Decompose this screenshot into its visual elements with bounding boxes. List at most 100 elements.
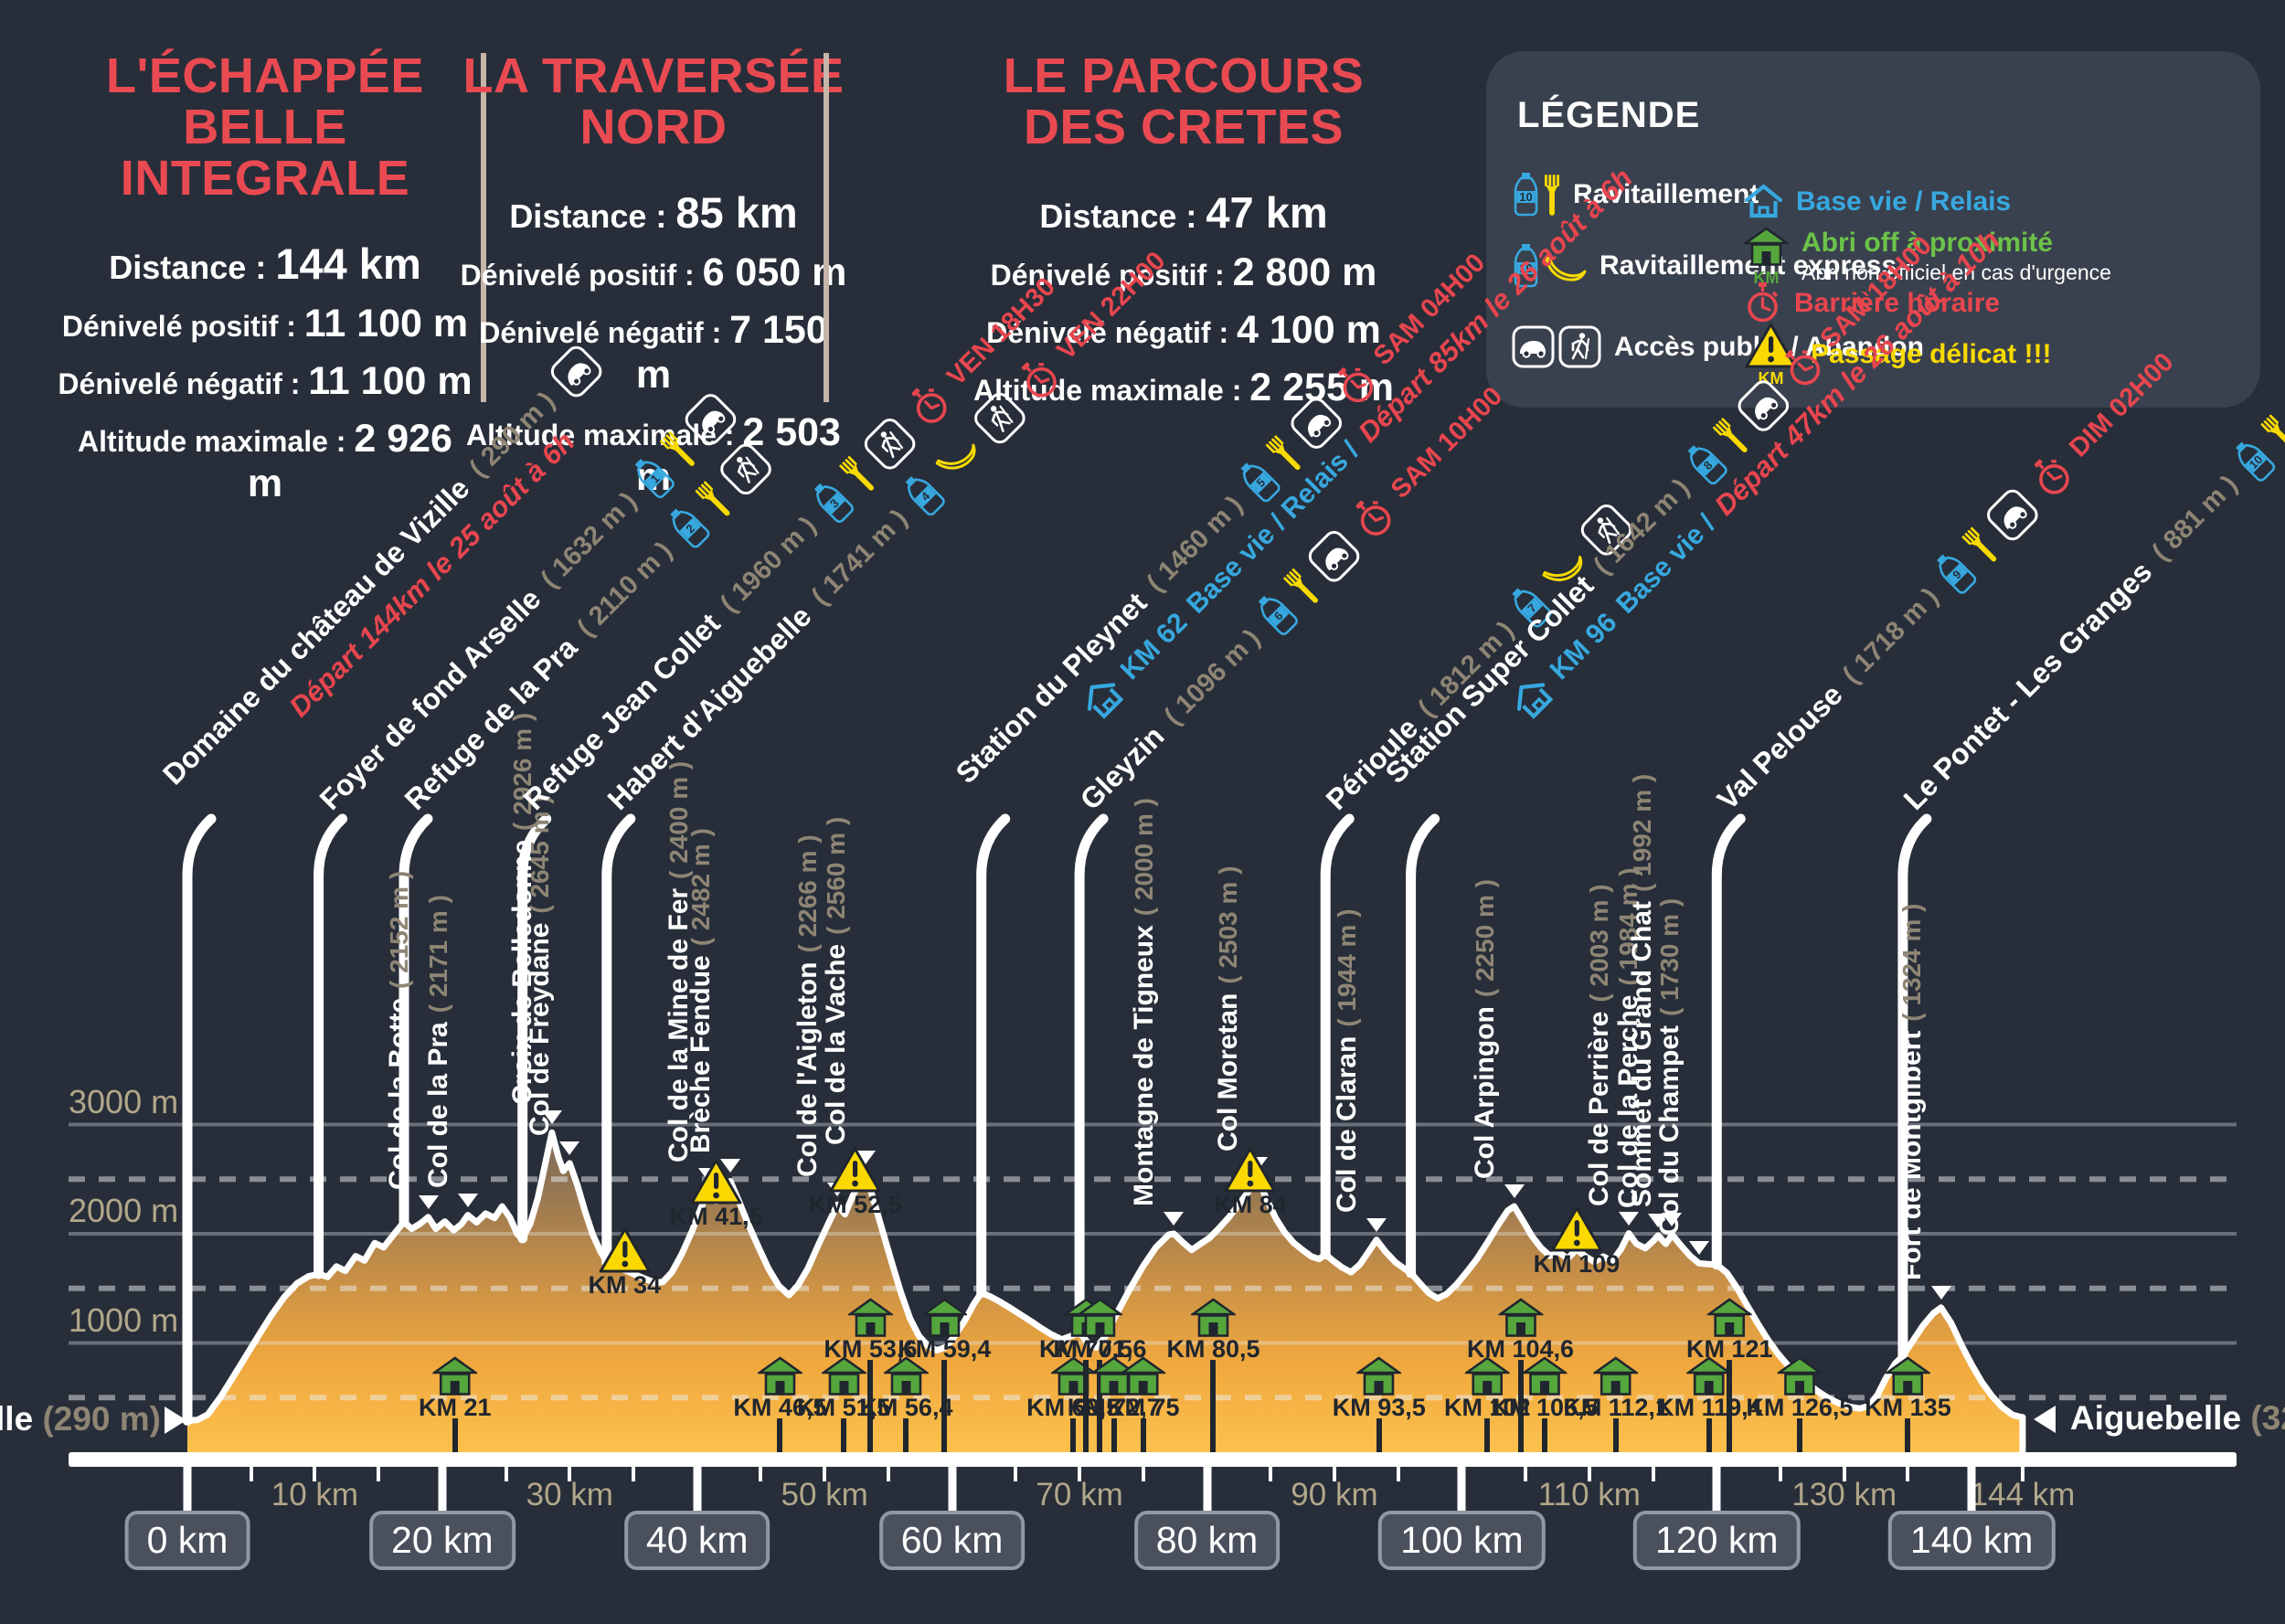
shelter-house-icon [1077, 1298, 1122, 1337]
bottle-icon: 6 [1258, 596, 1298, 636]
x-axis-tick [886, 1467, 890, 1481]
x-axis-tick [1524, 1467, 1528, 1481]
shelter-marker: KM 59,4 [898, 1298, 991, 1364]
checkpoint-label: Le Pontet - Les Granges( 881 m )10DIM 08… [1893, 229, 2285, 821]
peak-label: Montagne de Tigneux ( 2000 m ) [1129, 798, 1160, 1206]
x-axis-tick [823, 1467, 827, 1481]
shelter-km-label: KM 72,7 [1067, 1394, 1161, 1421]
fork-icon [659, 431, 695, 466]
shelter-marker: KM 104,6 [1467, 1298, 1574, 1364]
barrier-clock-icon [1748, 282, 1779, 323]
shelter-stem [903, 1418, 909, 1452]
peak-label: Col de Perrière ( 2003 m ) [1584, 884, 1615, 1206]
checkpoint-callout-line [1320, 813, 1355, 1259]
checkpoint-row: Habert d'Aiguebelle( 1741 m ) 4 VEN 22H00 [597, 241, 1176, 821]
peak-name: Fort de Montgilbert [1896, 1030, 1927, 1280]
fork-icon [1545, 175, 1559, 216]
race-title-line1: LE PARCOURS [1003, 48, 1365, 103]
shelter-km-label: KM 126,5 [1746, 1394, 1854, 1421]
base-vie-house-icon [1087, 683, 1124, 719]
checkpoint-label: Domaine du château de Vizille( 290 m ) Dé… [153, 341, 632, 821]
shelter-marker: KM 46,5 [733, 1356, 826, 1422]
peak-marker [1619, 1211, 1640, 1226]
checkpoint-row: Le Pontet - Les Granges( 881 m )10DIM 08… [1893, 229, 2285, 821]
race-altmax: Altitude maximale : 2 503 m [466, 410, 841, 499]
peak-marker [418, 1194, 439, 1209]
bottle-icon: 10 [2235, 441, 2275, 482]
end-marker-triangle [2033, 1405, 2056, 1433]
checkpoint-callout-line [1897, 813, 1932, 1362]
bottle-icon: 1 [634, 459, 675, 499]
base-vie-house-icon [1516, 683, 1553, 719]
x-axis-km-label: 50 km [781, 1477, 868, 1513]
checkpoint-label: Gleyzin( 1096 m ) 6 SAM 10H00 [1069, 377, 1514, 821]
shelter-stem [1517, 1360, 1524, 1452]
x-axis-bar [69, 1452, 2237, 1467]
car-icon [550, 345, 602, 398]
x-axis-tick [1842, 1467, 1846, 1481]
fork-icon [1712, 418, 1748, 453]
checkpoint-callout-line [976, 813, 1011, 1298]
peak-marker [1688, 1241, 1709, 1256]
shelter-house-icon [1498, 1298, 1544, 1337]
shelter-house-icon [1464, 1356, 1510, 1396]
peak-alt: ( 2003 m ) [1585, 884, 1614, 1003]
x-axis-tick [2020, 1467, 2025, 1481]
peak-alt: ( 2482 m ) [686, 828, 715, 947]
checkpoint-label: Refuge de la Pra( 2110 m ) 2 [394, 438, 777, 821]
shelter-marker: KM 119,4 [1656, 1356, 1762, 1422]
hiker-icon [1581, 504, 1632, 556]
peak-name: Col du Champet [1653, 1025, 1685, 1237]
km-badge-stem [183, 1467, 192, 1511]
shelter-house-icon [1593, 1356, 1639, 1396]
race-block-parcours-cretes: LE PARCOURS DES CRETES Distance : 47 km … [969, 50, 1398, 410]
shelter-km-label: KM 21 [419, 1394, 492, 1421]
shelter-marker: KM 126,5 [1746, 1356, 1853, 1422]
shelter-marker: KM 106,5 [1492, 1356, 1599, 1422]
peak-marker [1164, 1212, 1185, 1226]
shelter-house-icon [1744, 227, 1789, 266]
checkpoint-label: Habert d'Aiguebelle( 1741 m ) 4 VEN 22H00 [597, 241, 1176, 821]
start-label: Vizille (290 m) [0, 1400, 161, 1438]
warning-triangle-icon [1745, 323, 1797, 368]
shelter-marker: KM 135 [1865, 1356, 1951, 1422]
race-title-line2: NORD [579, 100, 728, 155]
km-badge-stem [1457, 1467, 1466, 1511]
checkpoint-callout-line [1711, 813, 1746, 1270]
peak-name: Col Arpingon [1469, 1006, 1500, 1180]
start-name: Vizille [0, 1400, 34, 1438]
checkpoint-label: Station Super Collet( 1642 m ) 8 SAM 18H00… [1375, 189, 2006, 821]
peak-marker [559, 1141, 580, 1155]
peak-label: Col Arpingon ( 2250 m ) [1470, 879, 1501, 1179]
checkpoint-label: Périoule( 1812 m ) 7 [1316, 499, 1638, 821]
bottle-icon: 10 [1514, 244, 1538, 288]
legend-item-base-vie: Base vie / Relais [1744, 185, 2011, 218]
shelter-stem [941, 1360, 948, 1452]
race-altmax: Altitude maximale : 2 926 m [78, 417, 452, 506]
peak-label: Col Moretan ( 2503 m ) [1213, 865, 1244, 1152]
race-distance: Distance : 144 km [109, 239, 421, 289]
shelter-stem [1210, 1360, 1217, 1452]
shelter-km-label: KM 112,1 [1563, 1394, 1669, 1421]
barrier-clock-icon [911, 387, 947, 423]
peak-alt: ( 1730 m ) [1654, 898, 1684, 1017]
hiker-icon [720, 443, 771, 495]
shelter-marker: KM 112,1 [1563, 1356, 1669, 1422]
hiker-icon [973, 392, 1026, 444]
warning-triangle-icon [829, 1147, 881, 1193]
elevation-outline [184, 1129, 2026, 1456]
shelter-house-icon [821, 1356, 866, 1396]
km-badge: 120 km [1633, 1511, 1801, 1570]
km-badge-stem [693, 1467, 702, 1511]
banana-icon [935, 443, 975, 470]
shelter-stem [1070, 1418, 1077, 1452]
shelter-house-icon [757, 1356, 802, 1396]
x-axis-tick [759, 1467, 763, 1481]
barrier-clock-icon [1021, 362, 1057, 398]
shelter-marker: KM 69,5 [1026, 1356, 1120, 1422]
race-title-line1: L'ÉCHAPPÉE BELLE [106, 48, 424, 155]
car-icon [1987, 490, 2038, 541]
checkpoint-row: Domaine du château de Vizille( 290 m ) [153, 341, 606, 794]
peak-name: Col de Freydane [525, 922, 556, 1136]
